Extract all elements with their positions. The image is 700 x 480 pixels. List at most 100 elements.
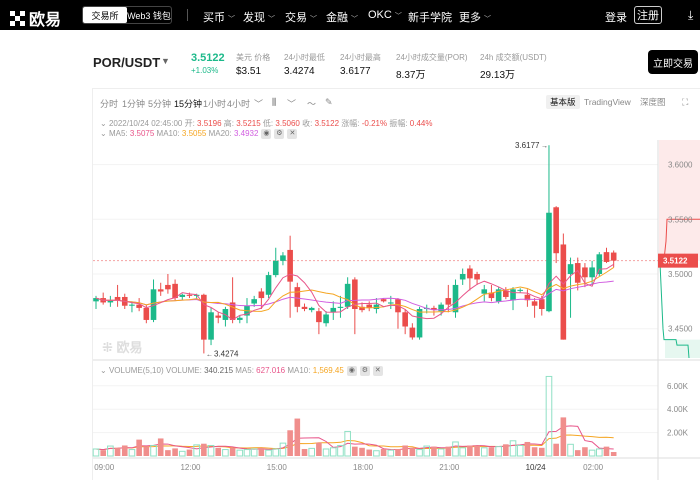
amplitude-label: 振幅: bbox=[389, 119, 408, 128]
menu-finance[interactable]: 金融 ﹀ bbox=[326, 9, 358, 25]
stat-value: 29.13万 bbox=[480, 70, 516, 81]
product-switch: 交易所 Web3 钱包 bbox=[82, 6, 172, 24]
stat-24h-turnover: 24h 成交额(USDT) 29.13万 bbox=[480, 52, 547, 81]
candle-type-icon[interactable]: ⫼ bbox=[272, 97, 277, 107]
login-link[interactable]: 登录 bbox=[605, 12, 627, 24]
vol-ma10-value: 1,569.45 bbox=[312, 366, 344, 376]
stat-value: 8.37万 bbox=[396, 70, 426, 81]
download-icon[interactable]: ⤓ bbox=[688, 8, 694, 22]
chevron-down-icon[interactable]: ﹀ bbox=[287, 99, 297, 109]
divider bbox=[187, 9, 188, 21]
close-value: 3.5122 bbox=[314, 119, 340, 128]
brand-name: 欧易 bbox=[29, 12, 62, 29]
open-label: 开: bbox=[184, 119, 195, 128]
close-icon[interactable]: ✕ bbox=[372, 366, 383, 376]
close-label: 收: bbox=[302, 119, 313, 128]
stat-24h-volume: 24小时成交量(POR) 8.37万 bbox=[396, 52, 468, 81]
ma-legend: ⌄ MA5: 3.5075 MA10: 3.5055 MA20: 3.4932 ◉… bbox=[100, 129, 298, 139]
stat-label: 24小时最高 bbox=[340, 53, 381, 62]
volume-title: VOLUME(5,10) bbox=[108, 366, 164, 376]
chevron-down-icon[interactable]: ﹀ bbox=[254, 99, 264, 109]
indicator-icon[interactable]: 〜 bbox=[307, 99, 317, 109]
stat-24h-low: 24小时最低 3.4274 bbox=[284, 52, 325, 77]
stat-label: 24h 成交额(USDT) bbox=[480, 53, 547, 62]
vol-ma5-value: 627.016 bbox=[256, 366, 286, 376]
last-price: 3.5122 +1.03% bbox=[191, 52, 225, 75]
stat-value: 3.6177 bbox=[340, 66, 371, 77]
ma10-value: 3.5055 bbox=[181, 129, 207, 139]
vol-ma10-label: MA10: bbox=[287, 366, 311, 376]
menu-buy[interactable]: 买币 ﹀ bbox=[203, 9, 235, 25]
interval-1h[interactable]: 1小时 bbox=[203, 99, 227, 109]
top-nav: 欧易 交易所 Web3 钱包 买币 ﹀ 发现 ﹀ 交易 ﹀ 金融 ﹀ OKC ﹀ 新手学院… bbox=[0, 0, 700, 30]
price-change: +1.03% bbox=[191, 66, 219, 75]
volume-legend: ⌄ VOLUME(5,10) VOLUME: 340.215 MA5: 627.… bbox=[100, 366, 383, 376]
stat-value: 3.4274 bbox=[284, 66, 315, 77]
eye-icon[interactable]: ◉ bbox=[346, 366, 357, 376]
menu-label: 买币 bbox=[203, 12, 225, 24]
ma5-label: MA5: bbox=[108, 129, 128, 139]
ma5-value: 3.5075 bbox=[129, 129, 155, 139]
chevron-down-icon: ﹀ bbox=[310, 16, 317, 23]
ma20-value: 3.4932 bbox=[233, 129, 259, 139]
menu-label: 新手学院 bbox=[408, 12, 452, 24]
caret-down-icon[interactable]: ▼ bbox=[161, 56, 170, 66]
stat-label: 24小时成交量(POR) bbox=[396, 53, 468, 62]
volume-label: VOLUME: bbox=[165, 366, 202, 376]
change-value: -0.21% bbox=[361, 119, 388, 128]
view-tradingview[interactable]: TradingView bbox=[584, 97, 631, 107]
chart-panel bbox=[92, 88, 700, 480]
menu-academy[interactable]: 新手学院 bbox=[408, 9, 452, 25]
interval-time[interactable]: 分时 bbox=[100, 99, 119, 109]
high-label: 高: bbox=[223, 119, 234, 128]
chevron-down-icon: ﹀ bbox=[351, 16, 358, 23]
chevron-down-icon: ﹀ bbox=[484, 16, 491, 23]
okx-logo[interactable]: 欧易 bbox=[10, 6, 61, 30]
interval-5m[interactable]: 5分钟 bbox=[148, 99, 172, 109]
menu-more[interactable]: 更多 ﹀ bbox=[459, 9, 491, 25]
menu-okc[interactable]: OKC ﹀ bbox=[368, 9, 402, 21]
ma10-label: MA10: bbox=[156, 129, 180, 139]
menu-label: OKC bbox=[368, 9, 392, 21]
close-icon[interactable]: ✕ bbox=[287, 129, 298, 139]
menu-label: 发现 bbox=[243, 12, 265, 24]
logo-icon bbox=[10, 10, 25, 26]
tab-exchange[interactable]: 交易所 bbox=[83, 7, 127, 23]
eye-icon[interactable]: ◉ bbox=[261, 129, 272, 139]
trading-pair[interactable]: POR/USDT bbox=[93, 55, 161, 70]
stat-24h-high: 24小时最高 3.6177 bbox=[340, 52, 381, 77]
ohlc-legend: ⌄ 2022/10/24 02:45:00 开: 3.5196 高: 3.521… bbox=[100, 119, 433, 128]
settings-icon[interactable]: ⚙ bbox=[274, 129, 285, 139]
settings-icon[interactable]: ⚙ bbox=[359, 366, 370, 376]
volume-value: 340.215 bbox=[204, 366, 234, 376]
menu-trade[interactable]: 交易 ﹀ bbox=[285, 9, 317, 25]
chevron-down-icon: ﹀ bbox=[268, 16, 275, 23]
register-button[interactable]: 注册 bbox=[634, 6, 662, 24]
change-label: 涨幅: bbox=[341, 119, 360, 128]
tab-web3-wallet[interactable]: Web3 钱包 bbox=[127, 10, 171, 21]
ma20-label: MA20: bbox=[208, 129, 232, 139]
interval-1m[interactable]: 1分钟 bbox=[122, 99, 146, 109]
trade-now-button[interactable]: 立即交易 bbox=[648, 50, 698, 74]
amplitude-value: 0.44% bbox=[409, 119, 433, 128]
vol-ma5-label: MA5: bbox=[235, 366, 254, 376]
draw-tool-icon[interactable]: ✎ bbox=[325, 97, 333, 107]
fullscreen-icon[interactable]: ⛶ bbox=[682, 97, 689, 107]
low-value: 3.5060 bbox=[275, 119, 300, 128]
low-label: 低: bbox=[262, 119, 274, 128]
menu-discover[interactable]: 发现 ﹀ bbox=[243, 9, 275, 25]
price-value: 3.5122 bbox=[191, 52, 225, 64]
interval-15m[interactable]: 15分钟 bbox=[174, 99, 203, 109]
stat-usd-price: 美元 价格 $3.51 bbox=[236, 52, 270, 77]
candle-time: 2022/10/24 02:45:00 bbox=[108, 119, 183, 128]
stat-value: $3.51 bbox=[236, 66, 262, 77]
open-value: 3.5196 bbox=[197, 119, 222, 128]
stat-label: 24小时最低 bbox=[284, 53, 325, 62]
menu-label: 更多 bbox=[459, 12, 481, 24]
stat-label: 美元 价格 bbox=[236, 53, 271, 62]
interval-4h[interactable]: 4小时 bbox=[227, 99, 251, 109]
high-value: 3.5215 bbox=[236, 119, 261, 128]
view-basic[interactable]: 基本版 bbox=[546, 95, 580, 109]
chevron-down-icon: ﹀ bbox=[228, 16, 235, 23]
view-depth[interactable]: 深度图 bbox=[640, 97, 666, 107]
